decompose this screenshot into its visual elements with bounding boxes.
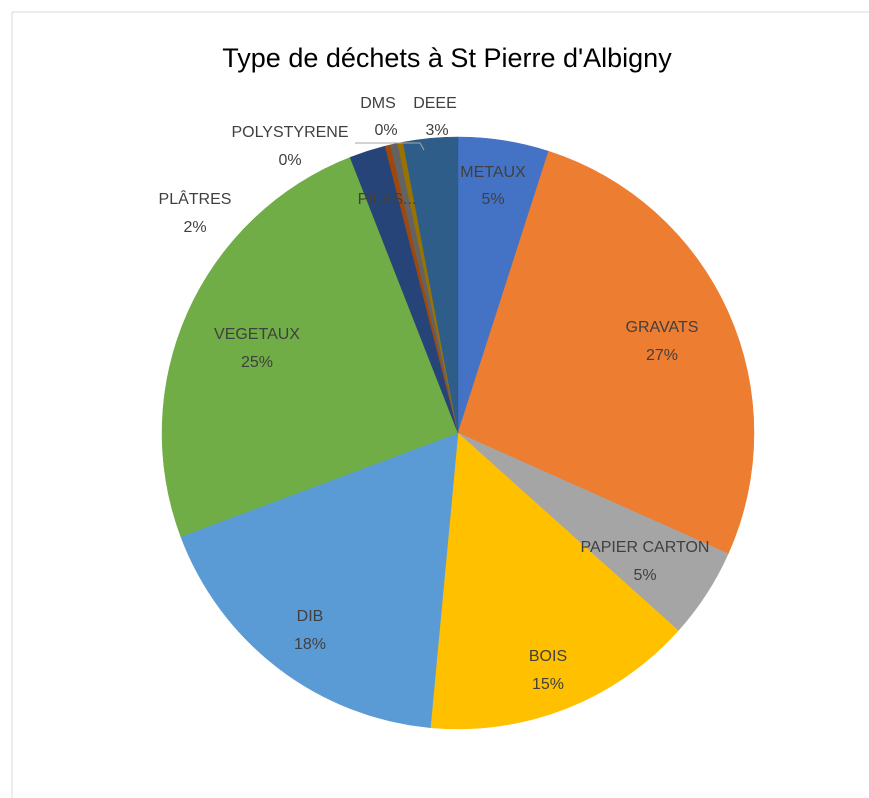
slice-label: VEGETAUX <box>214 326 300 343</box>
slice-value-label: 0% <box>278 152 301 169</box>
slice-value-label: 5% <box>481 191 504 208</box>
slice-label: DIB <box>297 608 324 625</box>
leader-line <box>355 142 425 151</box>
slice-label: DEEE <box>413 95 457 112</box>
pie <box>161 136 755 730</box>
labels: METAUX 5% GRAVATS 27% PAPIER CARTON 5% BOIS 15%… <box>159 95 710 693</box>
slice-value-label: 0% <box>374 122 397 139</box>
slice-label: PLÂTRES <box>159 189 232 208</box>
slice-label: DMS <box>360 95 396 112</box>
slice-value-label: 18% <box>294 636 326 653</box>
slice-label: BOIS <box>529 648 567 665</box>
slice-label: PILES... <box>358 191 417 208</box>
pie-slice <box>180 432 459 728</box>
slice-value-label: 5% <box>633 567 656 584</box>
slice-value-label: 15% <box>532 676 564 693</box>
slice-label: GRAVATS <box>626 319 699 336</box>
pie-slice <box>402 136 459 434</box>
pie-slice <box>457 150 755 555</box>
pie-slice <box>161 157 459 537</box>
slice-value-label: 3% <box>425 122 448 139</box>
pie-slice <box>430 432 679 730</box>
slice-label: METAUX <box>460 164 526 181</box>
chart-title: Type de déchets à St Pierre d'Albigny <box>222 43 672 73</box>
slice-value-label: 2% <box>183 219 206 236</box>
slice-value-label: 25% <box>241 354 273 371</box>
slice-label: PAPIER CARTON <box>581 539 710 556</box>
slice-value-label: 27% <box>646 347 678 364</box>
slice-label: POLYSTYRENE <box>231 124 348 141</box>
